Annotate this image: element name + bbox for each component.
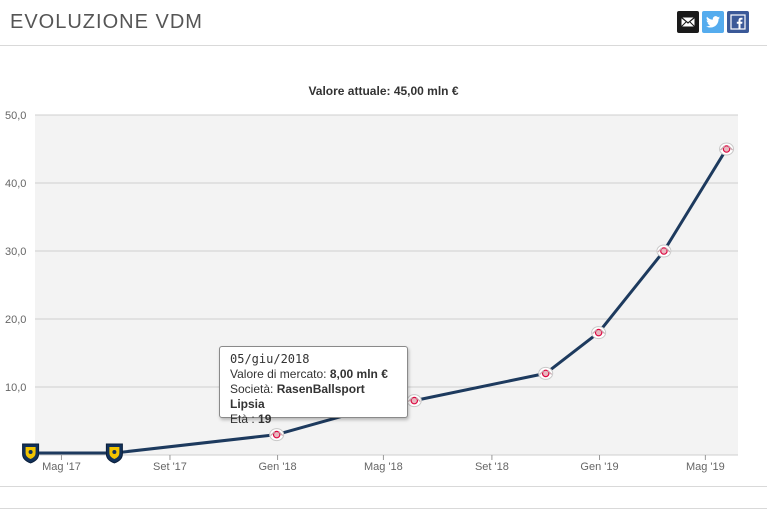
footer-divider [0,486,767,487]
twitter-icon [706,16,720,28]
tooltip-age-row: Età : 19 [230,412,397,427]
club-marker-rb[interactable] [269,428,285,442]
market-value-chart: 10,0 20,0 30,0 40,0 50,0 Mag '17 Set '17 Gen '1… [5,110,738,473]
x-tick-label: Gen '19 [580,461,618,473]
mail-icon [681,17,695,27]
club-marker-rb[interactable] [591,326,607,340]
x-tick-label: Gen '18 [258,461,296,473]
share-buttons [677,11,749,33]
y-tick-label: 40,0 [5,178,26,190]
tooltip-value: 8,00 mln € [329,367,388,381]
club-marker-rb[interactable] [406,394,422,408]
footer-divider-bottom [0,508,767,509]
page-title: EVOLUZIONE VDM [10,11,203,33]
share-twitter-button[interactable] [702,11,724,33]
y-tick-label: 50,0 [5,110,26,122]
y-tick-label: 30,0 [5,246,26,258]
tooltip-date: 05/giu/2018 [230,352,310,366]
x-tick-label: Mag '18 [364,461,403,473]
x-tick-label: Set '18 [475,461,509,473]
header: EVOLUZIONE VDM [0,0,767,46]
share-mail-button[interactable] [677,11,699,33]
chart-tooltip: 05/giu/2018 Valore di mercato: 8,00 mln … [219,346,408,426]
tooltip-club-row: Società: RasenBallsport Lipsia [230,382,397,412]
tooltip-age: 19 [258,412,272,426]
club-marker-shield[interactable] [105,443,123,464]
x-tick-label: Mag '17 [42,461,81,473]
tooltip-club-label: Società: [230,382,274,396]
share-facebook-button[interactable] [727,11,749,33]
tooltip-club: RasenBallsport Lipsia [230,382,365,411]
chart-subtitle: Valore attuale: 45,00 mln € [308,84,459,98]
tooltip-value-row: Valore di mercato: 8,00 mln € [230,367,397,382]
club-marker-shield[interactable] [22,443,40,464]
y-tick-label: 20,0 [5,314,26,326]
tooltip-value-label: Valore di mercato: [230,367,327,381]
x-tick-label: Mag '19 [686,461,725,473]
club-marker-rb[interactable] [538,366,554,380]
tooltip-age-label: Età : [230,412,255,426]
club-marker-rb[interactable] [656,244,672,258]
facebook-icon [730,14,746,30]
x-tick-label: Set '17 [153,461,187,473]
club-marker-rb[interactable] [719,142,735,156]
y-tick-label: 10,0 [5,382,26,394]
